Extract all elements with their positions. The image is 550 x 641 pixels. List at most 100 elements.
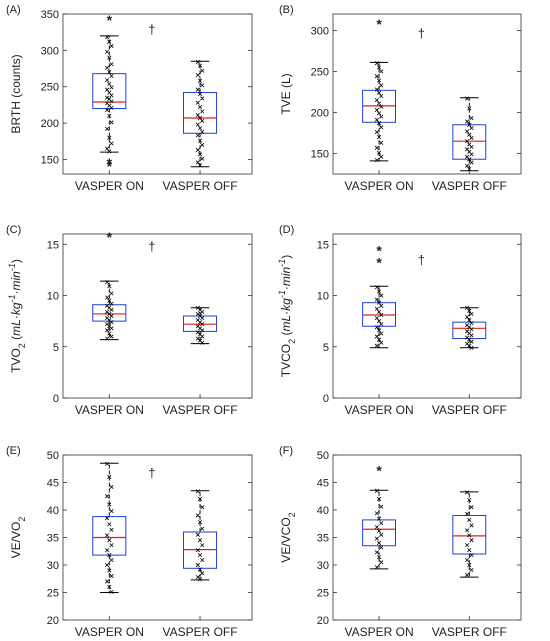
- y-tick-label: 0: [323, 393, 329, 405]
- data-point: [465, 528, 470, 533]
- data-point: [107, 474, 112, 480]
- box-vasper-on: ***: [92, 12, 127, 174]
- data-point: [109, 93, 114, 98]
- y-axis-label-part: ·min: [279, 266, 293, 290]
- data-point: [469, 321, 474, 326]
- panel-f: (F) 20 25 30 35 40 45 50 VASPER ON VASPER OFF VE/V…: [279, 445, 522, 639]
- data-point: [200, 526, 205, 531]
- box-vasper-on: **: [362, 242, 397, 349]
- data-point: [469, 523, 474, 528]
- box-vasper-off: [182, 59, 218, 168]
- data-point: [374, 98, 379, 103]
- data-point: [376, 337, 382, 342]
- data-point: [379, 560, 384, 565]
- data-point: [107, 55, 112, 60]
- box-vasper-off: [182, 489, 218, 582]
- data-point: [105, 533, 110, 538]
- y-tick-label: 0: [53, 393, 59, 405]
- panel-label: (E): [6, 445, 21, 457]
- data-point: [105, 65, 110, 70]
- y-tick-label: 30: [317, 560, 329, 572]
- box-vasper-on: *: [92, 229, 127, 341]
- data-point: [197, 152, 203, 157]
- data-point: [469, 567, 474, 573]
- outlier-marker: *: [107, 12, 113, 28]
- x-category-label: VASPER ON: [344, 403, 413, 417]
- data-point: [200, 322, 205, 327]
- y-tick-label: 10: [317, 291, 329, 303]
- data-point: [197, 538, 203, 543]
- data-point: [374, 334, 379, 339]
- data-point: [109, 484, 114, 489]
- significance-dagger: †: [418, 26, 425, 41]
- x-category-label: VASPER OFF: [162, 179, 237, 193]
- data-point: [465, 129, 470, 134]
- x-category-label: VASPER ON: [75, 625, 144, 639]
- iqr-box: [182, 92, 218, 134]
- y-axis-label-part: TVE (L): [279, 73, 293, 114]
- y-axis-label-part: mL·kg: [9, 302, 23, 336]
- data-point: [109, 334, 114, 339]
- plot-frame: [332, 233, 522, 399]
- data-point: [200, 309, 205, 314]
- data-point: [109, 120, 114, 125]
- data-point: [109, 509, 114, 514]
- data-point: [109, 43, 114, 49]
- y-axis-label-part: 2: [287, 512, 297, 517]
- data-point: [379, 93, 384, 99]
- y-axis-label: VE/VO2: [9, 517, 27, 559]
- data-point: [376, 309, 382, 314]
- data-point: [374, 315, 379, 321]
- data-point: [109, 557, 114, 563]
- data-point: [105, 107, 110, 113]
- outlier-marker: *: [376, 16, 382, 32]
- data-point: [109, 527, 114, 532]
- data-point: [197, 78, 203, 83]
- data-point: [109, 326, 114, 331]
- panel-label: (C): [6, 224, 21, 236]
- y-tick-label: 45: [47, 478, 59, 490]
- panel-d: (D) 0 5 10 15 VASPER ON VASPER OFF TVCO2 (mL·kg…: [277, 224, 522, 417]
- data-point: [379, 322, 384, 327]
- box-vasper-off: [452, 490, 487, 578]
- y-tick-label: 20: [47, 615, 59, 627]
- significance-dagger: †: [148, 239, 155, 254]
- data-point: [195, 562, 200, 568]
- x-category-label: VASPER ON: [344, 625, 413, 639]
- x-category-label: VASPER OFF: [162, 403, 237, 417]
- data-point: [109, 301, 114, 306]
- data-point: [107, 81, 112, 86]
- data-point: [374, 488, 379, 493]
- data-point: [109, 307, 114, 312]
- data-point: [197, 577, 203, 582]
- panel-label: (F): [279, 445, 293, 457]
- data-point: [374, 87, 379, 92]
- data-point: [197, 553, 203, 558]
- data-point: [197, 138, 203, 143]
- y-axis-label-part: (: [279, 332, 293, 339]
- y-axis-label-part: 2: [287, 339, 297, 344]
- data-point: [469, 144, 474, 150]
- y-tick-label: 40: [47, 505, 59, 517]
- y-tick-label: 50: [47, 450, 59, 462]
- data-point: [105, 95, 110, 100]
- data-point: [467, 562, 472, 568]
- data-point: [376, 300, 382, 305]
- y-axis-label-part: TVCO: [279, 344, 293, 377]
- data-point: [379, 125, 384, 130]
- data-point: [107, 538, 112, 543]
- data-point: [109, 291, 114, 296]
- data-point: [469, 125, 474, 131]
- data-point: [465, 305, 470, 310]
- data-point: [195, 160, 200, 165]
- data-point: [465, 490, 470, 495]
- data-point: [195, 548, 200, 553]
- data-point: [197, 91, 203, 97]
- data-point: [379, 140, 384, 145]
- data-point: [109, 99, 114, 104]
- data-point: [467, 498, 472, 503]
- data-point: [195, 73, 200, 78]
- data-point: [109, 73, 114, 78]
- iqr-box: [92, 73, 127, 110]
